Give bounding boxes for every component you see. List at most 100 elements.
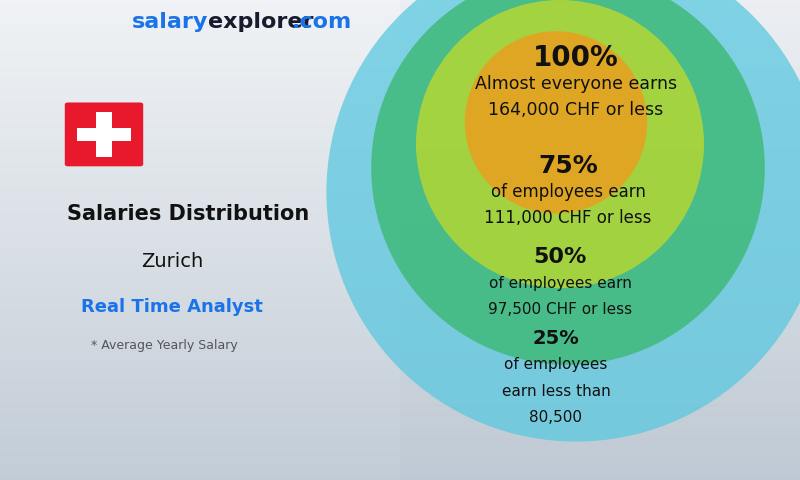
Bar bbox=[616, 0, 624, 480]
Bar bbox=[0, 336, 800, 341]
Bar bbox=[400, 0, 408, 480]
Text: .com: .com bbox=[292, 12, 352, 32]
Bar bbox=[0, 72, 800, 77]
Text: earn less than: earn less than bbox=[502, 384, 610, 399]
Bar bbox=[0, 14, 800, 19]
Bar bbox=[0, 394, 800, 398]
Text: 50%: 50% bbox=[534, 247, 586, 267]
Bar bbox=[560, 0, 568, 480]
Bar bbox=[0, 432, 800, 437]
Bar bbox=[448, 0, 456, 480]
Bar bbox=[0, 115, 800, 120]
Bar bbox=[0, 293, 800, 298]
Bar bbox=[0, 331, 800, 336]
Bar bbox=[0, 456, 800, 461]
Bar bbox=[0, 182, 800, 187]
Bar bbox=[416, 0, 424, 480]
Bar bbox=[0, 10, 800, 14]
Bar bbox=[720, 0, 728, 480]
Bar bbox=[592, 0, 600, 480]
Text: 80,500: 80,500 bbox=[530, 410, 582, 425]
Ellipse shape bbox=[371, 0, 765, 365]
Bar bbox=[432, 0, 440, 480]
Bar bbox=[672, 0, 680, 480]
Bar bbox=[744, 0, 752, 480]
Bar bbox=[0, 5, 800, 10]
Bar bbox=[696, 0, 704, 480]
Text: explorer: explorer bbox=[208, 12, 314, 32]
Bar bbox=[77, 128, 131, 141]
Bar bbox=[544, 0, 552, 480]
Bar bbox=[0, 418, 800, 422]
Bar bbox=[0, 475, 800, 480]
Bar bbox=[784, 0, 792, 480]
Bar bbox=[504, 0, 512, 480]
Bar bbox=[0, 120, 800, 125]
Bar bbox=[0, 341, 800, 346]
Bar bbox=[0, 163, 800, 168]
Bar bbox=[488, 0, 496, 480]
Ellipse shape bbox=[326, 0, 800, 442]
Bar bbox=[512, 0, 520, 480]
Bar bbox=[0, 389, 800, 394]
Bar bbox=[0, 206, 800, 211]
Bar bbox=[0, 384, 800, 389]
Bar bbox=[0, 283, 800, 288]
Bar bbox=[0, 250, 800, 254]
Bar bbox=[0, 86, 800, 91]
Bar bbox=[0, 451, 800, 456]
Bar bbox=[0, 43, 800, 48]
Bar bbox=[0, 77, 800, 82]
Bar bbox=[568, 0, 576, 480]
Bar bbox=[0, 307, 800, 312]
Bar bbox=[0, 350, 800, 355]
Bar bbox=[680, 0, 688, 480]
Bar bbox=[0, 149, 800, 154]
Bar bbox=[584, 0, 592, 480]
Text: Zurich: Zurich bbox=[141, 252, 203, 271]
Bar bbox=[736, 0, 744, 480]
Bar bbox=[0, 134, 800, 139]
Bar bbox=[0, 230, 800, 235]
Bar bbox=[0, 322, 800, 326]
Text: Almost everyone earns: Almost everyone earns bbox=[475, 75, 677, 93]
Bar bbox=[600, 0, 608, 480]
Bar bbox=[640, 0, 648, 480]
Bar bbox=[408, 0, 416, 480]
Bar bbox=[704, 0, 712, 480]
Bar bbox=[96, 112, 112, 157]
Bar bbox=[0, 235, 800, 240]
Text: of employees earn: of employees earn bbox=[489, 276, 631, 291]
Bar bbox=[496, 0, 504, 480]
Ellipse shape bbox=[465, 31, 647, 214]
Text: 111,000 CHF or less: 111,000 CHF or less bbox=[484, 209, 652, 228]
Bar bbox=[472, 0, 480, 480]
Bar bbox=[0, 187, 800, 192]
Bar bbox=[0, 422, 800, 427]
Bar bbox=[664, 0, 672, 480]
Bar bbox=[0, 240, 800, 245]
Bar bbox=[0, 96, 800, 101]
Bar bbox=[0, 67, 800, 72]
Bar bbox=[0, 346, 800, 350]
Bar bbox=[0, 211, 800, 216]
Bar bbox=[0, 264, 800, 269]
Text: of employees: of employees bbox=[504, 357, 608, 372]
Bar bbox=[0, 158, 800, 163]
Bar bbox=[0, 365, 800, 370]
Bar bbox=[0, 370, 800, 374]
Bar bbox=[0, 202, 800, 206]
Bar bbox=[760, 0, 768, 480]
Bar bbox=[464, 0, 472, 480]
Text: * Average Yearly Salary: * Average Yearly Salary bbox=[90, 339, 238, 352]
Bar bbox=[536, 0, 544, 480]
Bar bbox=[0, 139, 800, 144]
Bar bbox=[0, 374, 800, 379]
Bar bbox=[0, 197, 800, 202]
Bar bbox=[0, 168, 800, 173]
Bar bbox=[0, 173, 800, 178]
Bar bbox=[608, 0, 616, 480]
Bar bbox=[0, 437, 800, 442]
Bar bbox=[0, 408, 800, 413]
Bar bbox=[0, 259, 800, 264]
